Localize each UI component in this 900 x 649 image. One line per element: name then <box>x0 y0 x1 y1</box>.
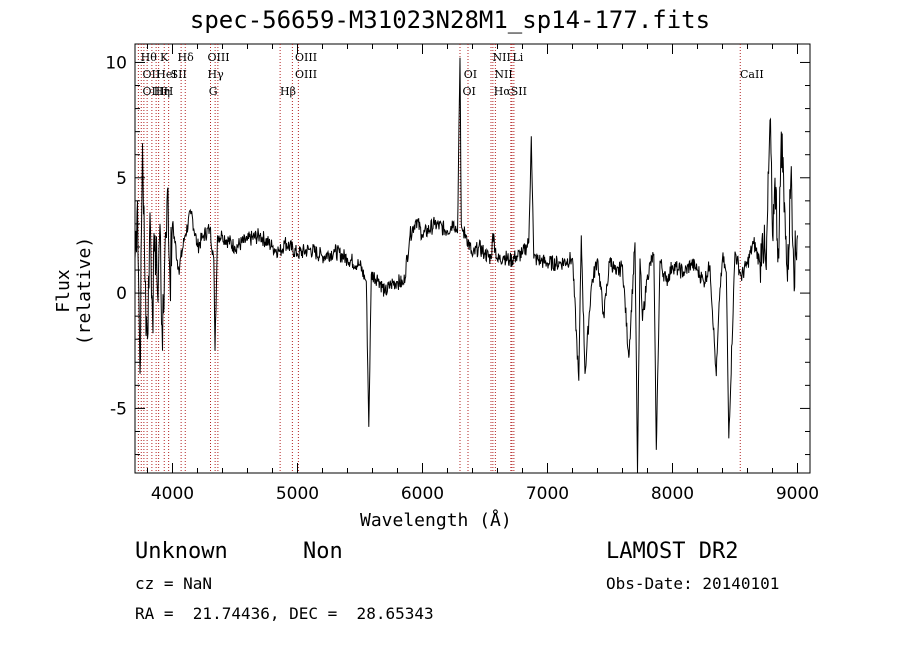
line-label-4: OIII <box>295 51 317 64</box>
line-label-5: NII <box>493 51 511 64</box>
object-class: Unknown <box>135 539 228 564</box>
obs-date-text: Obs-Date: 20140101 <box>606 574 780 593</box>
spectrum-series <box>134 57 798 474</box>
plot-frame <box>134 43 811 474</box>
x-tick-label-4: 8000 <box>651 484 694 504</box>
series-line-0 <box>134 57 798 474</box>
y-tick-label-0: -5 <box>110 399 127 419</box>
line-label-12: OI <box>464 68 477 81</box>
line-label-13: NII <box>494 68 512 81</box>
line-label-17: H <box>164 85 174 98</box>
line-markers <box>137 44 741 473</box>
y-tick-label-2: 5 <box>116 169 127 189</box>
x-tick-label-0: 4000 <box>151 484 194 504</box>
line-label-1: K <box>160 51 169 64</box>
line-label-16: Hη <box>154 85 170 98</box>
line-label-0: Hθ <box>141 51 158 64</box>
line-label-15: OIII <box>143 85 165 98</box>
chart-title: spec-56659-M31023N28M1_sp14-177.fits <box>189 6 711 34</box>
x-tick-label-5: 9000 <box>776 484 819 504</box>
line-label-14: CaII <box>740 68 764 81</box>
line-label-21: HαSII <box>494 85 527 98</box>
object-subclass: Non <box>303 539 343 564</box>
line-label-2: Hδ <box>178 51 195 64</box>
x-tick-label-2: 6000 <box>401 484 444 504</box>
line-label-8: HeI <box>156 68 176 81</box>
line-label-3: OIII <box>208 51 230 64</box>
redshift-text: cz = NaN <box>135 574 213 593</box>
line-label-9: SII <box>171 68 187 81</box>
x-tick-label-3: 7000 <box>526 484 569 504</box>
line-label-7: OII <box>143 68 161 81</box>
y-tick-label-3: 10 <box>105 53 127 73</box>
line-label-11: OIII <box>295 68 317 81</box>
line-label-18: G <box>209 85 218 98</box>
y-axis-label: Flux (relative) <box>53 236 95 346</box>
line-label-6: Li <box>513 51 524 64</box>
coordinates-text: RA = 21.74436, DEC = 28.65343 <box>135 604 434 623</box>
line-label-10: Hγ <box>208 68 225 81</box>
x-axis-label: Wavelength (Å) <box>360 510 512 531</box>
line-label-19: Hβ <box>280 85 296 98</box>
y-tick-label-1: 0 <box>116 284 127 304</box>
survey-name: LAMOST DR2 <box>606 539 739 564</box>
x-tick-label-1: 5000 <box>276 484 319 504</box>
line-label-20: OI <box>463 85 476 98</box>
axis-ticks: 4000 5000 6000 7000 8000 9000 -5 0 5 10 <box>105 44 819 504</box>
